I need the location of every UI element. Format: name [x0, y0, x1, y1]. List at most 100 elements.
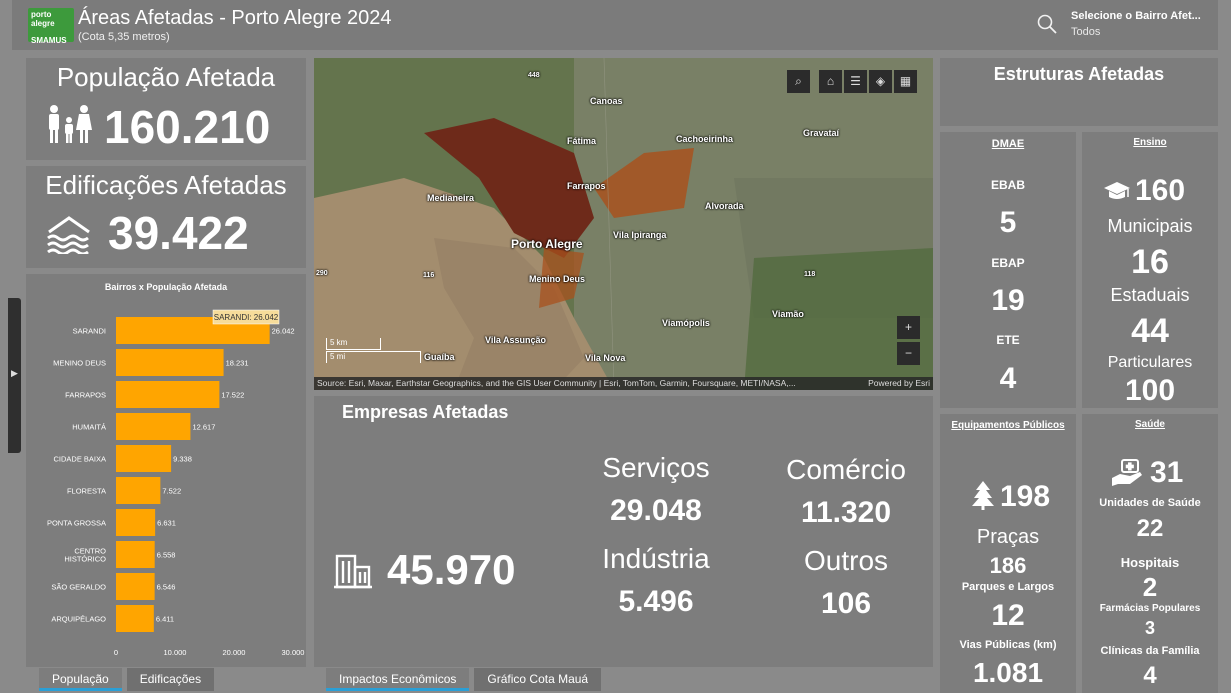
bar[interactable]	[116, 477, 161, 504]
ebab-value: 5	[999, 206, 1017, 239]
populacao-card: População Afetada 160.210	[26, 58, 306, 160]
road-label-290: 290	[316, 270, 328, 277]
logo-sub: SMAMUS	[31, 36, 67, 45]
powered-by-esri[interactable]: Powered by Esri	[868, 378, 930, 388]
populacao-value: 160.210	[104, 101, 271, 153]
particulares-value: 100	[1124, 374, 1176, 407]
bairro-selector-label[interactable]: Selecione o Bairro Afet...	[1071, 10, 1201, 22]
road-label-118: 118	[804, 271, 816, 278]
bar[interactable]	[116, 573, 155, 600]
equipamentos-total: 198	[1000, 480, 1051, 513]
estaduais-value: 44	[1131, 312, 1169, 350]
map-label-canoas: Canoas	[590, 96, 623, 106]
layers-icon[interactable]: ◈	[869, 70, 892, 93]
category-label: CENTRO HISTÓRICO	[64, 547, 106, 564]
bar[interactable]	[116, 445, 172, 472]
clinicas-label: Clínicas da Família	[1100, 645, 1200, 657]
parques-value: 12	[991, 599, 1025, 632]
clinicas-value: 4	[1143, 662, 1157, 689]
dmae-title[interactable]: DMAE	[991, 138, 1025, 150]
empresas-card: Empresas Afetadas 45.970 Serviços 29.048…	[314, 396, 933, 667]
app-header: porto alegre SMAMUS Áreas Afetadas - Por…	[12, 0, 1218, 50]
map-label-alvorada: Alvorada	[705, 201, 744, 211]
left-tab-bar: População Edificações	[39, 668, 215, 691]
bar-value-label: 6.411	[156, 615, 174, 624]
unidades-value: 22	[1136, 515, 1164, 542]
road-label-448: 448	[528, 72, 540, 79]
medical-hand-icon	[1112, 459, 1142, 486]
equipamentos-title[interactable]: Equipamentos Públicos	[951, 420, 1065, 431]
zoom-in-button[interactable]: +	[897, 316, 920, 339]
farmacias-label: Farmácias Populares	[1099, 603, 1201, 614]
servicos-label: Serviços	[602, 452, 710, 483]
parques-label: Parques e Largos	[961, 581, 1055, 593]
ete-value: 4	[999, 362, 1017, 395]
dmae-card: DMAE EBAB 5 EBAP 19 ETE 4	[940, 132, 1076, 408]
logo-text: porto alegre	[31, 10, 55, 28]
ebab-label: EBAB	[990, 178, 1025, 192]
family-icon	[49, 105, 92, 143]
map-label-medianeira: Medianeira	[427, 193, 475, 203]
bar[interactable]	[116, 349, 224, 376]
map-label-porto-alegre: Porto Alegre	[511, 237, 583, 251]
map-scale-bar: 5 km 5 mi	[326, 338, 421, 366]
tree-icon	[972, 481, 994, 510]
scale-km: 5 km	[326, 338, 381, 350]
ensino-title[interactable]: Ensino	[1133, 137, 1167, 148]
category-label: FARRAPOS	[65, 391, 106, 400]
basemap-gallery-icon[interactable]: ▦	[894, 70, 917, 93]
tab-edificacoes[interactable]: Edificações	[126, 668, 215, 691]
attribution-text: Source: Esri, Maxar, Earthstar Geographi…	[317, 378, 796, 388]
map-label-viamopolis: Viamópolis	[662, 318, 710, 328]
bar-value-label: 18.231	[226, 359, 249, 368]
map-view[interactable]: Canoas Fátima Cachoeirinha Gravataí Medi…	[314, 58, 933, 390]
ebap-value: 19	[991, 284, 1025, 317]
bar[interactable]	[116, 381, 220, 408]
legend-icon[interactable]: ☰	[844, 70, 867, 93]
pracas-label: Praças	[976, 526, 1040, 548]
chart-tooltip: SARANDI: 26.042	[214, 313, 279, 322]
side-panel-toggle[interactable]: ▶	[8, 298, 21, 453]
graduation-cap-icon	[1104, 182, 1130, 199]
map-search-icon[interactable]: ⌕	[787, 70, 810, 93]
hospitais-value: 2	[1142, 572, 1158, 602]
saude-title[interactable]: Saúde	[1134, 419, 1165, 430]
tab-impactos-economicos[interactable]: Impactos Econômicos	[326, 668, 470, 691]
category-label: PONTA GROSSA	[47, 519, 106, 528]
category-label: ARQUIPÉLAGO	[51, 615, 106, 624]
outros-value: 106	[820, 587, 872, 620]
bar-value-label: 12.617	[192, 423, 215, 432]
industria-value: 5.496	[618, 585, 694, 618]
tab-populacao[interactable]: População	[39, 668, 122, 691]
bar-value-label: 26.042	[272, 327, 295, 336]
empresas-title: Empresas Afetadas	[342, 402, 509, 422]
bar[interactable]	[116, 541, 155, 568]
unidades-label: Unidades de Saúde	[1099, 497, 1201, 509]
category-label: MENINO DEUS	[53, 359, 106, 368]
bar[interactable]	[116, 413, 191, 440]
municipais-value: 16	[1131, 243, 1169, 281]
ensino-card: Ensino 160 Municipais 16 Estaduais 44 Pa…	[1082, 132, 1218, 408]
particulares-label: Particulares	[1107, 354, 1193, 371]
bar[interactable]	[116, 605, 154, 632]
hospitais-label: Hospitais	[1120, 555, 1180, 570]
bairros-bar-chart: Bairros x População Afetada SARANDI 26.042…	[47, 282, 305, 657]
search-icon[interactable]	[1036, 13, 1058, 35]
map-label-farrapos: Farrapos	[567, 181, 606, 191]
bar[interactable]	[116, 509, 156, 536]
chevron-right-icon: ▶	[11, 368, 18, 378]
map-label-vila-nova: Vila Nova	[585, 353, 626, 363]
bairros-chart-panel: Bairros x População Afetada SARANDI 26.042…	[26, 274, 306, 667]
zoom-out-button[interactable]: −	[897, 342, 920, 365]
tab-grafico-cota-maua[interactable]: Gráfico Cota Mauá	[474, 668, 602, 691]
x-tick-label: 20.000	[223, 648, 246, 657]
scale-mi: 5 mi	[326, 351, 421, 363]
edificacoes-value: 39.422	[108, 207, 249, 259]
x-tick-label: 30.000	[282, 648, 305, 657]
map-label-gravatai: Gravataí	[803, 128, 840, 138]
saude-total: 31	[1150, 456, 1184, 489]
home-icon[interactable]: ⌂	[819, 70, 842, 93]
bairro-selector-value[interactable]: Todos	[1071, 26, 1101, 38]
road-label-116: 116	[423, 272, 435, 279]
estruturas-title: Estruturas Afetadas	[993, 64, 1165, 84]
